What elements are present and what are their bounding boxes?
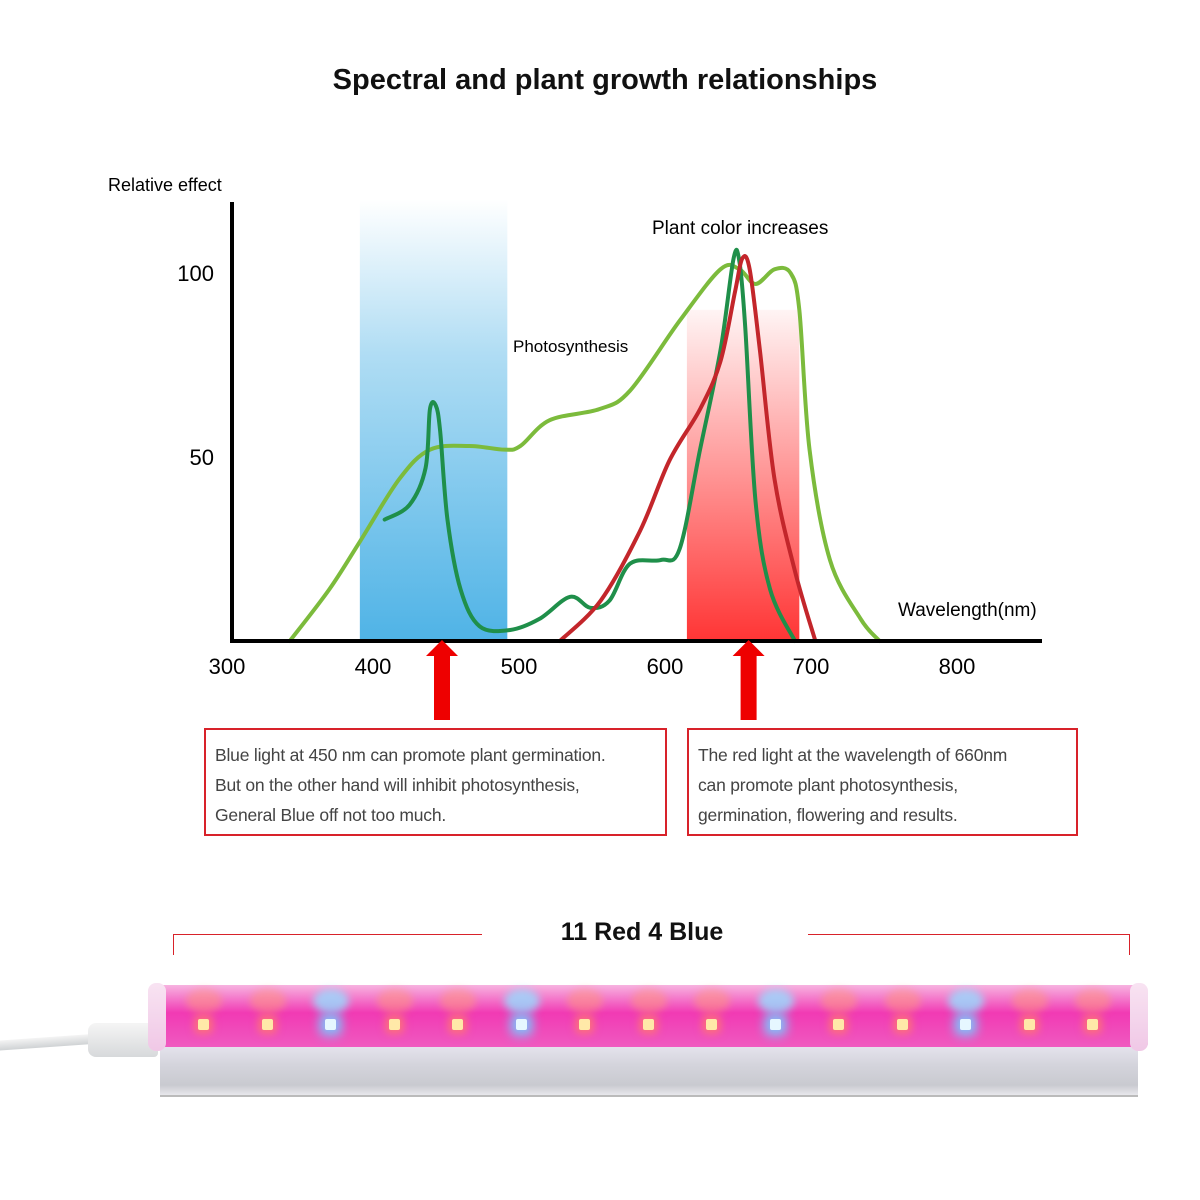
blue-led xyxy=(769,1019,781,1030)
led-glow xyxy=(948,989,984,1013)
blue-led xyxy=(515,1019,527,1030)
led-glow xyxy=(1011,989,1048,1013)
led-glow xyxy=(249,989,286,1013)
led-glow xyxy=(1075,989,1111,1013)
led-glow xyxy=(884,989,921,1013)
callout-line: Blue light at 450 nm can promote plant g… xyxy=(215,745,606,765)
annotation-plant-color: Plant color increases xyxy=(652,218,828,239)
callout-line: germination, flowering and results. xyxy=(698,805,958,825)
y-tick-label: 50 xyxy=(190,445,214,470)
y-axis-label: Relative effect xyxy=(108,175,222,195)
red-led xyxy=(642,1019,654,1030)
x-tick-label: 800 xyxy=(939,654,976,679)
led-glow xyxy=(694,989,730,1013)
red-light-callout: The red light at the wavelength of 660nm… xyxy=(687,728,1078,836)
spectrum-chart: Relative effect Wavelength(nm) Plant col… xyxy=(108,175,1042,720)
led-glow xyxy=(757,989,794,1013)
blue-light-callout: Blue light at 450 nm can promote plant g… xyxy=(204,728,667,836)
led-glow xyxy=(630,989,667,1013)
blue-led xyxy=(325,1019,336,1030)
red-led xyxy=(1087,1019,1098,1030)
red-led xyxy=(261,1019,273,1030)
led-glow xyxy=(567,989,603,1013)
red-led xyxy=(1023,1019,1035,1030)
connector-plug xyxy=(88,1023,158,1057)
aluminum-housing xyxy=(160,1045,1138,1097)
red-led xyxy=(896,1019,908,1030)
red-led xyxy=(579,1019,590,1030)
callout-line: But on the other hand will inhibit photo… xyxy=(215,775,580,795)
led-glow xyxy=(503,989,540,1013)
callout-line: General Blue off not too much. xyxy=(215,805,447,825)
y-tick-label: 100 xyxy=(177,261,214,286)
callout-line: can promote plant photosynthesis, xyxy=(698,775,958,795)
end-cap-left xyxy=(148,983,166,1051)
led-glow xyxy=(376,989,413,1013)
led-spec-label: 11 Red 4 Blue xyxy=(560,918,724,946)
series-line-3 xyxy=(557,254,818,643)
x-axis-label: Wavelength(nm) xyxy=(898,600,1037,621)
annotation-photosynthesis: Photosynthesis xyxy=(513,337,628,356)
page-title: Spectral and plant growth relationships xyxy=(332,64,878,96)
x-tick-label: 700 xyxy=(793,654,830,679)
callout-line: The red light at the wavelength of 660nm xyxy=(698,745,1008,765)
arrow-660nm xyxy=(732,640,765,720)
diffuser-cover xyxy=(150,985,1148,1047)
series-line-1 xyxy=(287,262,882,643)
led-glow xyxy=(313,989,349,1013)
dimension-bracket-right xyxy=(808,934,1130,955)
red-led xyxy=(198,1019,209,1030)
red-band xyxy=(686,309,800,641)
dimension-bracket-left xyxy=(173,934,482,955)
series-line-2 xyxy=(382,247,797,643)
led-grow-light-tube xyxy=(0,983,1148,1097)
x-tick-label: 400 xyxy=(355,654,392,679)
led-glow xyxy=(440,989,476,1013)
x-tick-label: 600 xyxy=(647,654,684,679)
red-led xyxy=(706,1019,717,1030)
red-led xyxy=(452,1019,463,1030)
led-glow xyxy=(186,989,222,1013)
end-cap-right xyxy=(1130,983,1148,1051)
blue-band xyxy=(359,199,508,641)
arrow-450nm xyxy=(426,640,458,720)
x-tick-label: 500 xyxy=(501,654,538,679)
red-led xyxy=(833,1019,844,1030)
x-tick-label: 300 xyxy=(209,654,246,679)
led-glow xyxy=(821,989,857,1013)
red-led xyxy=(388,1019,400,1030)
blue-led xyxy=(960,1019,971,1030)
